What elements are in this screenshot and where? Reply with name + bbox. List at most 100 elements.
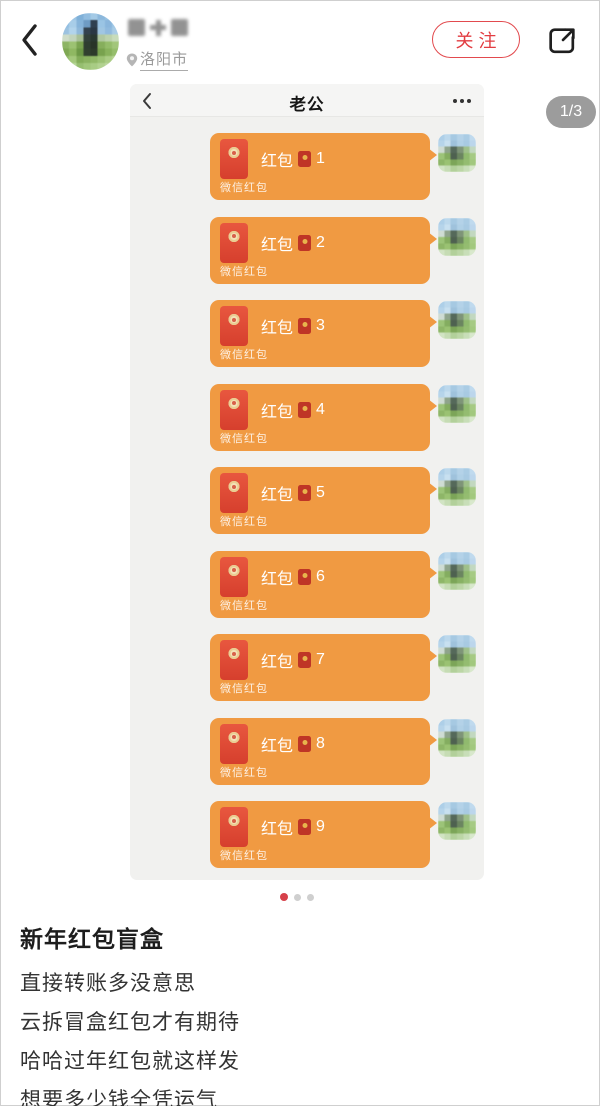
post-body: 直接转账多没意思 云拆冒盒红包才有期待 哈哈过年红包就这样发 想要多少钱全凭运气 bbox=[20, 964, 240, 1106]
chat-message-row: 红包 8 微信红包 bbox=[130, 717, 484, 785]
red-packet-emoji-icon bbox=[298, 151, 312, 167]
red-packet-card: 红包 8 微信红包 bbox=[210, 717, 437, 785]
red-packet-number: 1 bbox=[316, 150, 325, 167]
back-icon[interactable] bbox=[18, 22, 42, 58]
chat-header: 老公 bbox=[130, 84, 484, 117]
bubble-tail bbox=[428, 398, 437, 413]
red-packet-label: 红包 bbox=[261, 654, 294, 671]
message-avatar bbox=[438, 551, 476, 590]
bubble-tail bbox=[428, 315, 437, 329]
red-packet-emoji-icon bbox=[298, 318, 312, 334]
red-packet-number: 3 bbox=[316, 317, 325, 334]
post-line: 哈哈过年红包就这样发 bbox=[20, 1050, 240, 1073]
wechat-redpacket-label: 微信红包 bbox=[220, 265, 268, 278]
red-packet-icon bbox=[220, 222, 248, 263]
carousel-dot[interactable] bbox=[280, 893, 288, 901]
user-avatar[interactable] bbox=[62, 13, 119, 70]
message-avatar bbox=[438, 635, 476, 673]
red-packet-number: 8 bbox=[316, 734, 325, 752]
message-avatar bbox=[438, 718, 476, 757]
wechat-redpacket-label: 微信红包 bbox=[220, 349, 268, 361]
red-packet-icon bbox=[220, 389, 248, 430]
chat-message-row: 红包 9 微信红包 bbox=[130, 801, 484, 868]
red-packet-icon bbox=[220, 139, 248, 179]
bubble-tail bbox=[428, 231, 437, 246]
post-title: 新年红包盲盒 bbox=[20, 926, 164, 952]
message-avatar bbox=[438, 468, 476, 506]
bubble-tail bbox=[428, 482, 437, 496]
message-avatar bbox=[438, 134, 476, 172]
chat-back-icon bbox=[141, 92, 153, 110]
username-censored[interactable] bbox=[128, 19, 188, 36]
carousel-image-chat-screenshot[interactable]: 老公 红包 1 微信红包 bbox=[130, 84, 484, 880]
red-packet-icon bbox=[220, 306, 248, 346]
wechat-redpacket-label: 微信红包 bbox=[220, 850, 268, 862]
red-packet-label: 红包 bbox=[261, 153, 294, 170]
share-icon[interactable] bbox=[545, 24, 579, 58]
red-packet-number: 5 bbox=[316, 484, 325, 501]
message-avatar bbox=[438, 384, 476, 423]
chat-title: 老公 bbox=[289, 96, 325, 114]
chat-message-row: 红包 4 微信红包 bbox=[130, 383, 484, 451]
chat-more-icon bbox=[453, 99, 471, 103]
red-packet-emoji-icon bbox=[298, 485, 312, 501]
follow-button[interactable]: 关注 bbox=[432, 21, 520, 58]
wechat-redpacket-label: 微信红包 bbox=[220, 432, 268, 445]
bubble-tail bbox=[428, 649, 437, 663]
red-packet-icon bbox=[220, 723, 248, 764]
red-packet-icon bbox=[220, 556, 248, 597]
censor-block bbox=[128, 19, 145, 36]
message-avatar bbox=[438, 301, 476, 339]
bubble-tail bbox=[428, 816, 437, 830]
red-packet-number: 2 bbox=[316, 233, 325, 251]
carousel-dots bbox=[280, 893, 314, 901]
wechat-redpacket-label: 微信红包 bbox=[220, 182, 268, 194]
bubble-tail bbox=[428, 565, 437, 580]
message-avatar bbox=[438, 217, 476, 256]
chat-message-row: 红包 7 微信红包 bbox=[130, 634, 484, 701]
censor-block bbox=[171, 19, 188, 36]
censor-block bbox=[150, 19, 166, 36]
chat-message-row: 红包 1 微信红包 bbox=[130, 133, 484, 200]
red-packet-emoji-icon bbox=[298, 568, 312, 585]
red-packet-card: 红包 3 微信红包 bbox=[210, 300, 437, 367]
chat-message-row: 红包 2 微信红包 bbox=[130, 216, 484, 284]
page-indicator-badge: 1/3 bbox=[546, 96, 596, 128]
red-packet-card: 红包 2 微信红包 bbox=[210, 216, 437, 284]
post-line: 直接转账多没意思 bbox=[20, 972, 196, 995]
chat-messages: 红包 1 微信红包 bbox=[130, 117, 484, 868]
wechat-redpacket-label: 微信红包 bbox=[220, 683, 268, 695]
red-packet-label: 红包 bbox=[261, 236, 294, 254]
red-packet-number: 6 bbox=[316, 567, 325, 585]
carousel-dot[interactable] bbox=[307, 893, 314, 901]
location-label: 洛阳市 bbox=[140, 48, 189, 71]
red-packet-card: 红包 5 微信红包 bbox=[210, 467, 437, 534]
carousel-dot[interactable] bbox=[294, 893, 301, 901]
red-packet-number: 9 bbox=[316, 818, 325, 835]
bubble-tail bbox=[428, 732, 437, 747]
chat-message-row: 红包 5 微信红包 bbox=[130, 467, 484, 534]
red-packet-emoji-icon bbox=[298, 735, 312, 752]
chat-message-row: 红包 6 微信红包 bbox=[130, 550, 484, 618]
wechat-redpacket-label: 微信红包 bbox=[220, 766, 268, 779]
red-packet-card: 红包 4 微信红包 bbox=[210, 383, 437, 451]
wechat-redpacket-label: 微信红包 bbox=[220, 516, 268, 528]
red-packet-emoji-icon bbox=[298, 819, 312, 835]
red-packet-card: 红包 9 微信红包 bbox=[210, 801, 437, 868]
red-packet-card: 红包 7 微信红包 bbox=[210, 634, 437, 701]
red-packet-icon bbox=[220, 473, 248, 513]
wechat-redpacket-label: 微信红包 bbox=[220, 599, 268, 612]
red-packet-emoji-icon bbox=[298, 652, 312, 668]
chat-message-row: 红包 3 微信红包 bbox=[130, 300, 484, 367]
red-packet-label: 红包 bbox=[261, 403, 294, 421]
red-packet-icon bbox=[220, 640, 248, 680]
post-line: 想要多少钱全凭运气 bbox=[20, 1089, 218, 1106]
location-pin-icon bbox=[126, 53, 138, 66]
red-packet-label: 红包 bbox=[261, 487, 294, 504]
red-packet-label: 红包 bbox=[261, 737, 294, 755]
red-packet-icon bbox=[220, 807, 248, 847]
red-packet-label: 红包 bbox=[261, 570, 294, 588]
post-line: 云拆冒盒红包才有期待 bbox=[20, 1011, 240, 1034]
location-link[interactable]: 洛阳市 bbox=[126, 48, 189, 71]
